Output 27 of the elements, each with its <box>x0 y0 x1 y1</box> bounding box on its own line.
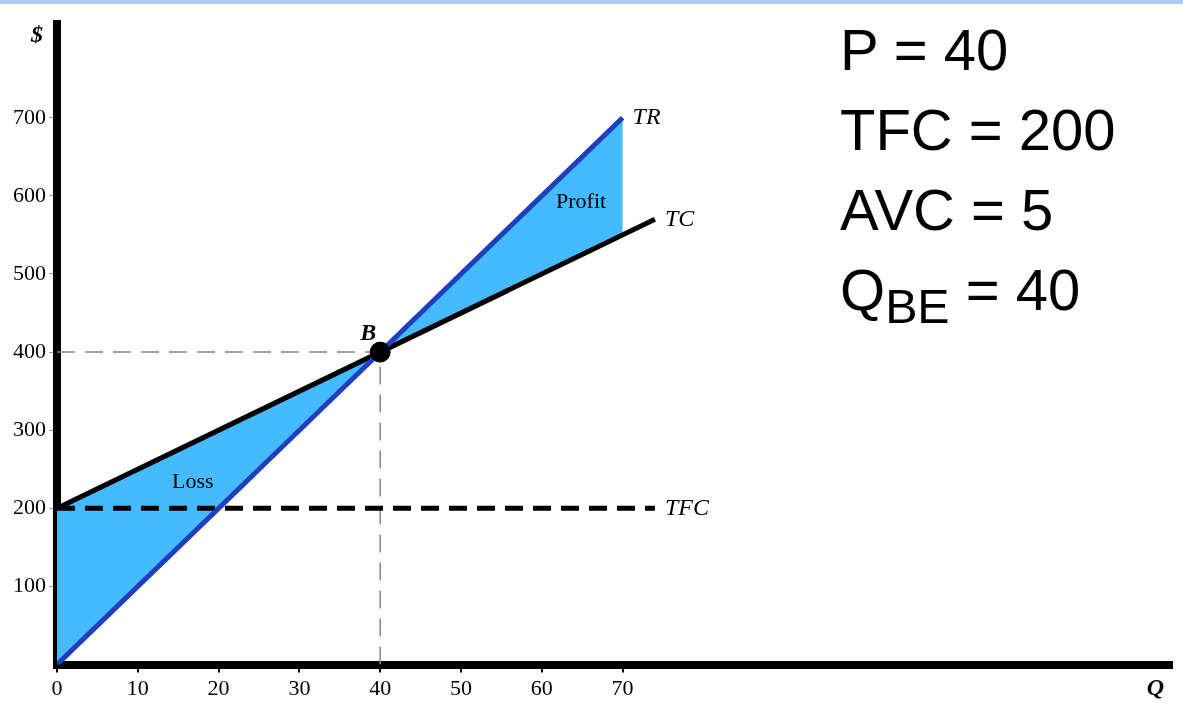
series-label: TR <box>632 103 661 130</box>
y-tick-label: 300 <box>13 416 46 442</box>
y-tick-label: 200 <box>13 494 46 520</box>
y-tick-label: 500 <box>13 259 46 285</box>
x-tick-label: 50 <box>449 674 472 700</box>
x-tick-label: 70 <box>611 674 634 700</box>
annotation: Q$_{BE}$ = 40 <box>840 256 1082 335</box>
y-tick-label: 700 <box>13 103 46 129</box>
x-tick-label: 20 <box>207 674 230 700</box>
annotation: AVC = 5 <box>840 176 1055 244</box>
x-tick-label: 10 <box>126 674 149 700</box>
y-tick-label: 100 <box>13 572 46 598</box>
annotation: B <box>359 319 377 346</box>
series-label: TC <box>664 204 696 231</box>
y-axis-title: $ <box>30 21 43 48</box>
y-tick-label: 600 <box>13 181 46 207</box>
x-axis-title: Q <box>1146 673 1164 700</box>
y-tick-label: 400 <box>13 337 46 363</box>
x-tick-label: 40 <box>369 674 392 700</box>
series-label: TFC <box>664 493 710 520</box>
x-tick-label: 30 <box>288 674 311 700</box>
annotation: TFC = 200 <box>840 96 1116 164</box>
annotation: P = 40 <box>840 16 1010 84</box>
x-tick-label: 0 <box>51 674 63 700</box>
annotation: Profit <box>556 188 607 214</box>
x-tick-label: 60 <box>530 674 553 700</box>
annotation: Loss <box>172 468 214 494</box>
